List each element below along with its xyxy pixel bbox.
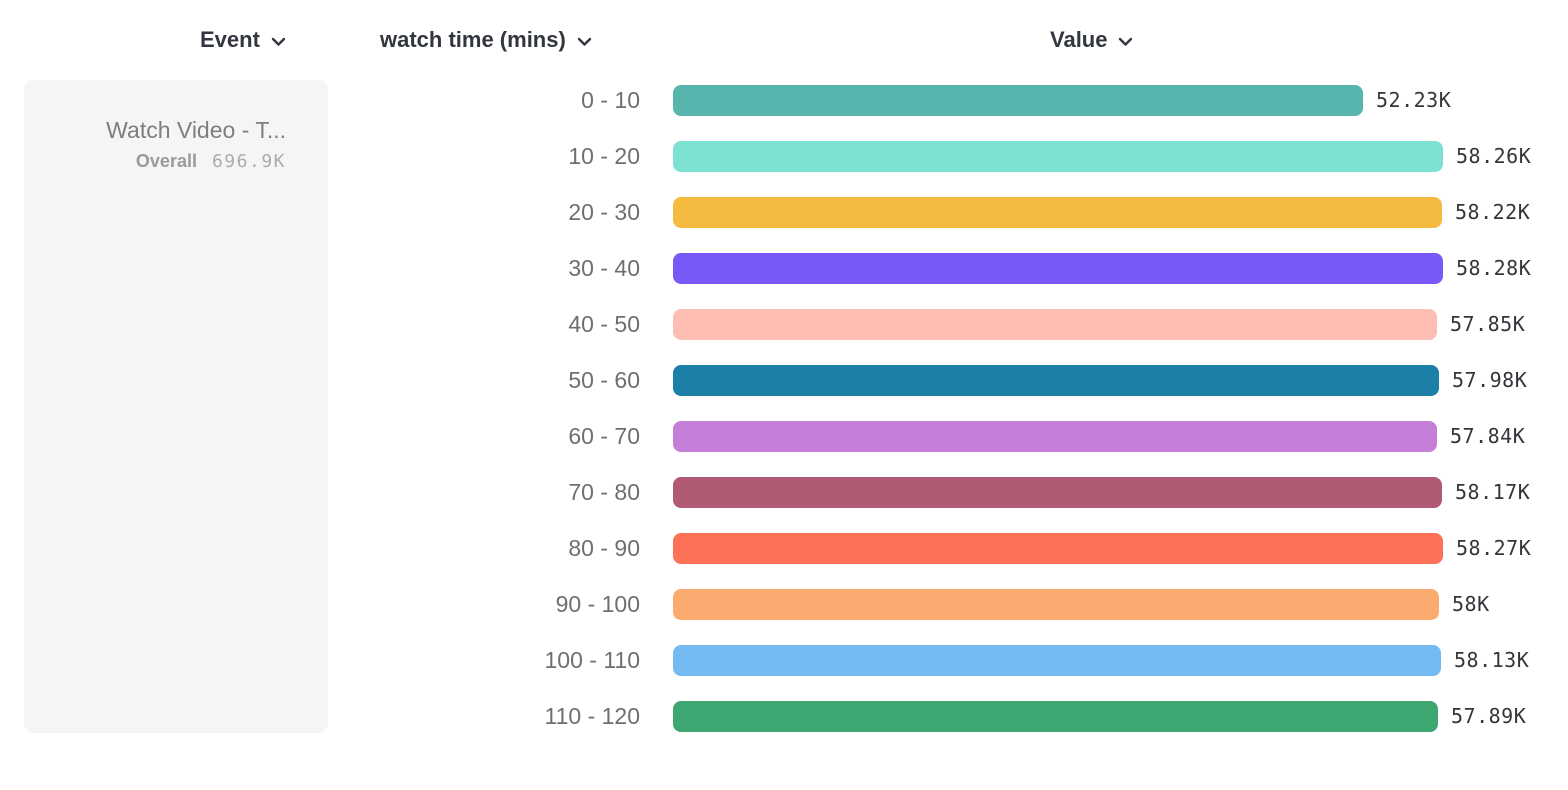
bar-value-label: 58.28K xyxy=(1456,256,1532,280)
value-column-dropdown[interactable]: Value xyxy=(1050,27,1133,53)
overall-label: Overall xyxy=(135,151,197,171)
bar-segment[interactable] xyxy=(673,308,1437,340)
bar-value-label: 58.13K xyxy=(1454,648,1530,672)
bar-segment[interactable] xyxy=(673,476,1442,508)
bar-value-label: 57.98K xyxy=(1452,368,1528,392)
bar-value-label: 57.85K xyxy=(1450,312,1526,336)
bucket-label: 0 - 10 xyxy=(581,86,640,113)
bar-value-label: 58.17K xyxy=(1455,480,1531,504)
bar-row: 40 - 50 57.85K xyxy=(0,296,1568,352)
event-column-label: Event xyxy=(200,27,260,52)
event-overall-row: Overall 696.9K xyxy=(24,151,286,172)
bar-value-label: 57.84K xyxy=(1450,424,1526,448)
bucket-label: 60 - 70 xyxy=(568,422,640,449)
bar-row: 50 - 60 57.98K xyxy=(0,352,1568,408)
event-card[interactable]: Watch Video - T... Overall 696.9K xyxy=(24,80,328,733)
bar-segment[interactable] xyxy=(673,420,1437,452)
bucket-label: 30 - 40 xyxy=(568,254,640,281)
breakdown-column-label: watch time (mins) xyxy=(380,27,566,52)
bucket-label: 10 - 20 xyxy=(568,142,640,169)
bar-value-label: 58.22K xyxy=(1455,200,1531,224)
breakdown-column-dropdown[interactable]: watch time (mins) xyxy=(380,27,592,53)
overall-value: 696.9K xyxy=(211,151,286,172)
bar-segment[interactable] xyxy=(673,252,1443,284)
bucket-label: 80 - 90 xyxy=(568,534,640,561)
bar-segment[interactable] xyxy=(673,644,1441,676)
chevron-down-icon xyxy=(577,37,592,46)
bucket-label: 110 - 120 xyxy=(544,702,640,729)
chevron-down-icon xyxy=(271,37,286,46)
bar-segment[interactable] xyxy=(673,196,1442,228)
bucket-label: 70 - 80 xyxy=(568,478,640,505)
chevron-down-icon xyxy=(1119,37,1133,46)
bar-row: 70 - 80 58.17K xyxy=(0,464,1568,520)
bar-row: 90 - 100 58K xyxy=(0,576,1568,632)
bar-chart: 0 - 10 52.23K 10 - 20 58.26K 20 - 30 58.… xyxy=(0,72,1568,744)
bar-value-label: 52.23K xyxy=(1376,88,1452,112)
bucket-label: 40 - 50 xyxy=(568,310,640,337)
bar-row: 30 - 40 58.28K xyxy=(0,240,1568,296)
bar-segment[interactable] xyxy=(673,84,1363,116)
event-column-dropdown[interactable]: Event xyxy=(200,27,286,53)
bar-segment[interactable] xyxy=(673,140,1443,172)
bucket-label: 20 - 30 xyxy=(568,198,640,225)
bucket-label: 90 - 100 xyxy=(555,590,640,617)
bar-row: 100 - 110 58.13K xyxy=(0,632,1568,688)
event-title: Watch Video - T... xyxy=(106,117,286,143)
bucket-label: 50 - 60 xyxy=(568,366,640,393)
bar-row: 20 - 30 58.22K xyxy=(0,184,1568,240)
bar-row: 80 - 90 58.27K xyxy=(0,520,1568,576)
bar-value-label: 58K xyxy=(1452,592,1490,616)
bar-segment[interactable] xyxy=(673,700,1438,732)
bar-row: 110 - 120 57.89K xyxy=(0,688,1568,744)
value-column-label: Value xyxy=(1050,27,1108,52)
bar-segment[interactable] xyxy=(673,532,1443,564)
bar-value-label: 58.27K xyxy=(1456,536,1532,560)
bar-segment[interactable] xyxy=(673,364,1439,396)
bar-row: 10 - 20 58.26K xyxy=(0,128,1568,184)
bar-row: 0 - 10 52.23K xyxy=(0,72,1568,128)
bucket-label: 100 - 110 xyxy=(544,646,640,673)
bar-segment[interactable] xyxy=(673,588,1439,620)
bar-row: 60 - 70 57.84K xyxy=(0,408,1568,464)
bar-value-label: 58.26K xyxy=(1456,144,1532,168)
bar-value-label: 57.89K xyxy=(1451,704,1527,728)
